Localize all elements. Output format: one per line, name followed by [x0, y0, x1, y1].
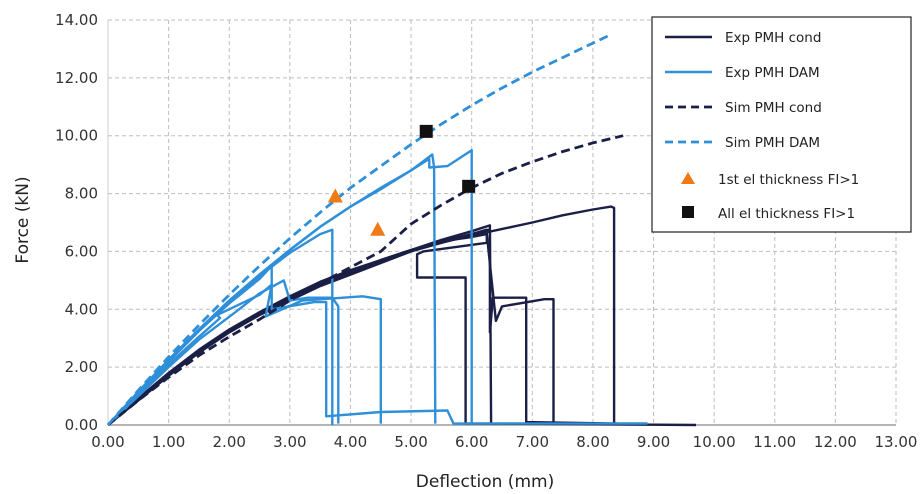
series-line-exp-pmh-cond: [107, 224, 618, 426]
legend-box: [651, 16, 912, 233]
series-line-exp-pmh-cond: [107, 205, 648, 426]
x-tick-label: 7.00: [516, 433, 549, 451]
x-tick-label: 6.00: [455, 433, 488, 451]
axes: [107, 20, 896, 426]
series-layer: [106, 33, 697, 427]
data-point-triangle: [327, 188, 343, 203]
legend-label-sim-pmh-cond: Sim PMH cond: [725, 100, 822, 116]
legend: Exp PMH cond Exp PMH DAM Sim PMH cond Si…: [651, 16, 912, 233]
data-point-square: [419, 124, 433, 138]
data-point-triangle: [370, 221, 386, 236]
x-tick-label: 2.00: [213, 433, 246, 451]
x-tick-label: 10.00: [693, 433, 736, 451]
series-line-exp-pmh-dam: [107, 153, 437, 426]
x-tick-label: 5.00: [394, 433, 427, 451]
x-tick-label: 13.00: [875, 433, 918, 451]
x-tick-label: 9.00: [637, 433, 670, 451]
x-tick-label: 11.00: [753, 433, 796, 451]
series-line-sim-pmh-dam: [106, 33, 612, 426]
x-tick-label: 4.00: [334, 433, 367, 451]
legend-label-sim-pmh-dam: Sim PMH DAM: [725, 135, 820, 151]
y-tick-labels: 0.00 2.00 4.00 6.00 8.00 10.00 12.00 14.00: [55, 11, 98, 434]
y-tick-label: 8.00: [65, 185, 98, 203]
y-tick-label: 14.00: [55, 11, 98, 29]
y-axis-title: Force (kN): [13, 176, 33, 263]
legend-label-exp-pmh-dam: Exp PMH DAM: [725, 65, 820, 81]
data-point-square: [462, 179, 476, 193]
x-tick-label: 1.00: [152, 433, 185, 451]
legend-label-all-el-thickness: All el thickness FI>1: [718, 206, 855, 222]
legend-label-exp-pmh-cond: Exp PMH cond: [725, 30, 821, 46]
series-line-exp-pmh-dam: [107, 279, 340, 426]
y-tick-label: 6.00: [65, 242, 98, 260]
legend-marker-square: [682, 206, 694, 218]
y-tick-label: 4.00: [65, 300, 98, 318]
legend-label-first-el-thickness: 1st el thickness FI>1: [718, 172, 859, 188]
y-tick-label: 12.00: [55, 69, 98, 87]
y-tick-label: 10.00: [55, 127, 98, 145]
grid-lines: [108, 19, 897, 425]
x-tick-label: 3.00: [273, 433, 306, 451]
x-tick-label: 0.00: [91, 433, 124, 451]
series-line-exp-pmh-cond: [107, 232, 555, 426]
x-tick-label: 12.00: [814, 433, 857, 451]
marker-layer: [327, 124, 476, 236]
x-tick-label: 8.00: [576, 433, 609, 451]
y-tick-label: 2.00: [65, 358, 98, 376]
x-axis-title: Deflection (mm): [416, 472, 554, 492]
series-line-exp-pmh-cond: [107, 228, 527, 426]
series-line-sim-pmh-cond: [107, 134, 624, 427]
legend-marker-triangle: [681, 172, 695, 184]
y-tick-label: 0.00: [65, 416, 98, 434]
x-tick-labels: 0.00 1.00 2.00 3.00 4.00 5.00 6.00 7.00 8.00 9.00…: [91, 433, 917, 451]
